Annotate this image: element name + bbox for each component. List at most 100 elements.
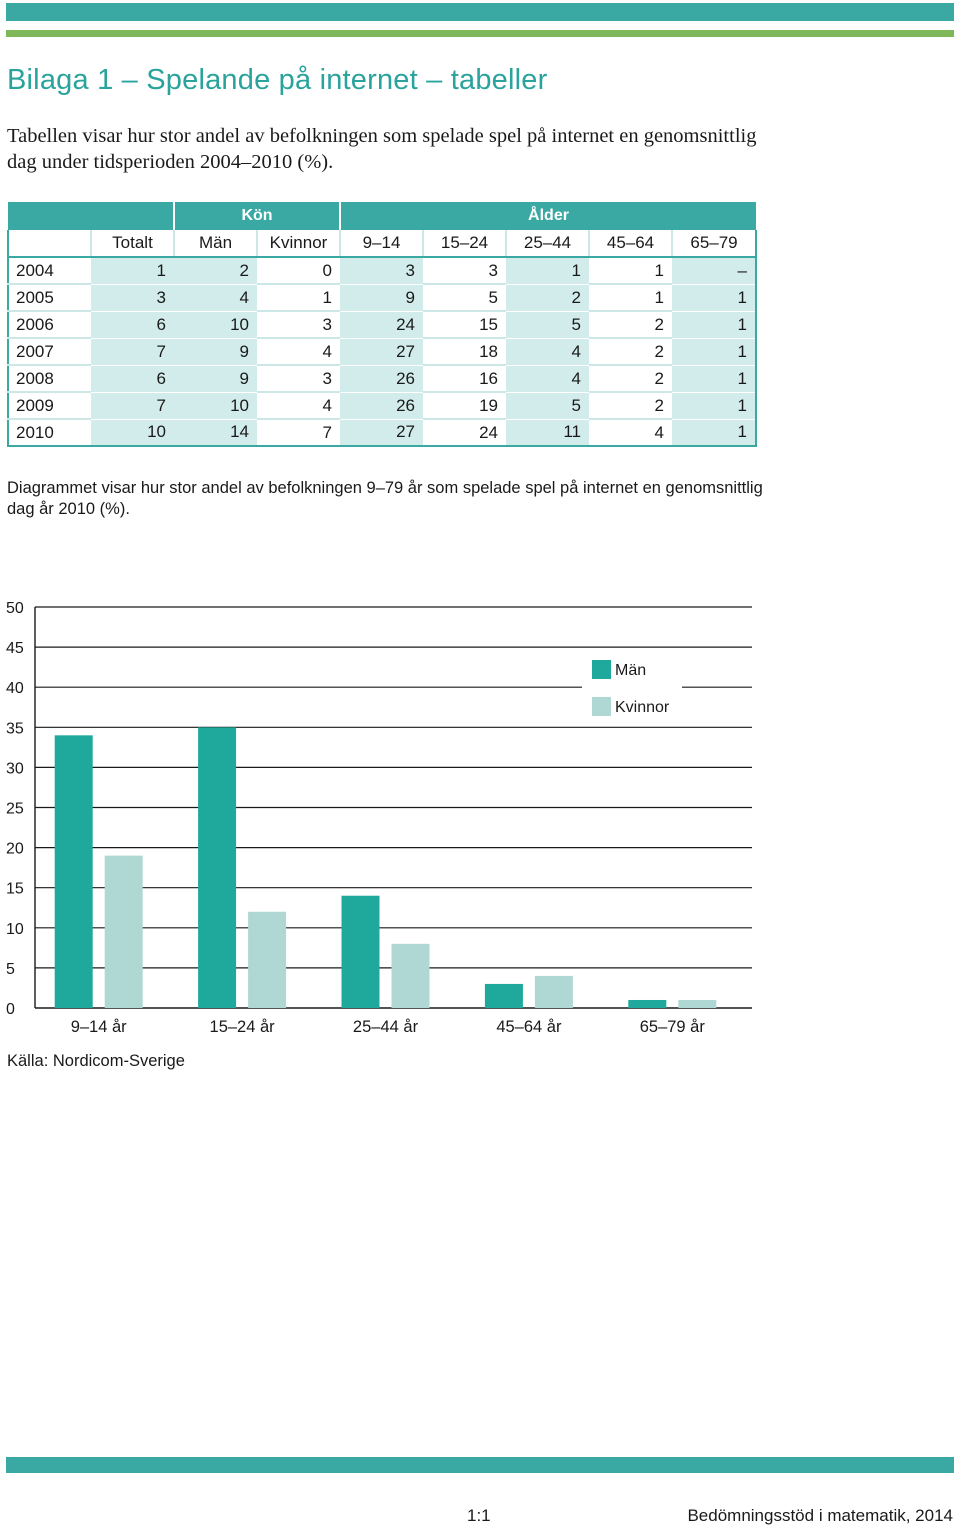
table-cell: 16 <box>423 365 506 393</box>
table-cell: 7 <box>257 419 340 447</box>
group-header-alder: Ålder <box>339 202 756 230</box>
table-row: 2007 7 9 4 27 18 4 2 1 <box>7 338 757 366</box>
y-tick-label: 30 <box>6 760 24 777</box>
column-header: 9–14 <box>339 230 423 258</box>
table-cell: 3 <box>257 311 340 339</box>
page-number: 1:1 <box>467 1506 491 1525</box>
row-year: 2005 <box>7 284 91 312</box>
table-cell: 2 <box>589 392 672 420</box>
column-header: 45–64 <box>588 230 672 258</box>
table-cell: 2 <box>589 365 672 393</box>
table-cell: 24 <box>423 419 506 447</box>
table-row: 2004 1 2 0 3 3 1 1– <box>7 257 757 285</box>
table-cell: 3 <box>257 365 340 393</box>
y-tick-label: 40 <box>6 680 24 697</box>
table-cell: 1 <box>91 257 174 285</box>
legend-swatch <box>592 660 611 679</box>
bottom-color-band <box>6 1457 954 1473</box>
data-table: Kön Ålder Totalt Män Kvinnor 9–14 15–24 … <box>7 202 757 447</box>
bar-kvinnor <box>534 975 573 1008</box>
table-cell: 1 <box>672 419 757 447</box>
y-tick-label: 10 <box>6 921 24 938</box>
column-header: 15–24 <box>422 230 506 258</box>
bar-man <box>484 983 523 1008</box>
table-cell: 4 <box>174 284 257 312</box>
table-cell: 1 <box>672 392 757 420</box>
table-cell: 1 <box>257 284 340 312</box>
table-cell: 0 <box>257 257 340 285</box>
table-cell: 1 <box>589 284 672 312</box>
table-cell: 2 <box>506 284 589 312</box>
bar-kvinnor <box>104 855 143 1008</box>
table-cell: 11 <box>506 419 589 447</box>
table-row: 2005 3 4 1 9 5 2 1 1 <box>7 284 757 312</box>
bar-kvinnor <box>391 943 430 1008</box>
bar-man <box>341 895 380 1008</box>
column-header: 65–79 <box>671 230 757 258</box>
table-column-header-row: Totalt Män Kvinnor 9–14 15–24 25–44 45–6… <box>7 230 757 258</box>
source-note: Källa: Nordicom-Sverige <box>7 1052 185 1070</box>
table-cell: 4 <box>506 365 589 393</box>
table-cell: 1 <box>589 257 672 285</box>
table-cell: 1 <box>672 284 757 312</box>
x-category-label: 25–44 år <box>353 1018 419 1036</box>
y-tick-label: 50 <box>6 600 24 617</box>
table-cell: 2 <box>589 311 672 339</box>
table-cell: 19 <box>423 392 506 420</box>
column-header: Män <box>173 230 257 258</box>
table-cell: 6 <box>91 311 174 339</box>
column-header: Kvinnor <box>256 230 340 258</box>
chart-y-tick-labels: 0 5 10 15 20 25 30 35 40 45 50 <box>6 600 24 1018</box>
table-group-header-row: Kön Ålder <box>8 202 756 230</box>
table-cell: 2 <box>589 338 672 366</box>
table-cell: 27 <box>340 419 423 447</box>
bar-kvinnor <box>248 911 287 1008</box>
table-cell: 6 <box>91 365 174 393</box>
bar-man <box>54 735 93 1008</box>
chart-description: Diagrammet visar hur stor andel av befol… <box>7 479 763 518</box>
table-row: 2009 7 10 4 26 19 5 2 1 <box>7 392 757 420</box>
footer-title: Bedömningsstöd i matematik, 2014 <box>687 1506 953 1525</box>
bar-chart: 0 5 10 15 20 25 30 35 40 45 50 9–14 år 15–24 år 25–4… <box>6 600 752 1036</box>
y-tick-label: 20 <box>6 841 24 858</box>
column-header: Totalt <box>90 230 174 258</box>
y-tick-label: 5 <box>6 961 15 978</box>
page-title: Bilaga 1 – Spelande på internet – tabell… <box>7 64 548 96</box>
table-cell: 14 <box>174 419 257 447</box>
chart-grid <box>34 606 752 1009</box>
table-cell: 3 <box>423 257 506 285</box>
table-cell: 1 <box>672 338 757 366</box>
table-cell: 7 <box>91 338 174 366</box>
group-header-kon: Kön <box>173 202 340 230</box>
bar-kvinnor <box>678 999 717 1008</box>
table-cell: 5 <box>506 311 589 339</box>
table-cell: 26 <box>340 365 423 393</box>
table-cell: 9 <box>174 338 257 366</box>
row-year: 2010 <box>7 419 91 447</box>
bar-man <box>628 999 667 1008</box>
table-row: 2006 6 10 3 24 15 5 2 1 <box>7 311 757 339</box>
bar-man <box>198 727 237 1008</box>
column-header: 25–44 <box>505 230 589 258</box>
table-cell: 10 <box>91 419 174 447</box>
row-year: 2008 <box>7 365 91 393</box>
table-cell: 10 <box>174 392 257 420</box>
chart-legend: Män Kvinnor <box>592 660 670 716</box>
table-row: 2008 6 9 3 26 16 4 2 1 <box>7 365 757 393</box>
table-cell: 18 <box>423 338 506 366</box>
table-cell: 24 <box>340 311 423 339</box>
table-intro-text: Tabellen visar hur stor andel av befolkn… <box>7 125 757 173</box>
table-cell: 2 <box>174 257 257 285</box>
legend-swatch <box>592 697 611 716</box>
column-header-year <box>7 230 91 258</box>
table-cell: 4 <box>257 392 340 420</box>
table-cell: 5 <box>506 392 589 420</box>
x-category-label: 45–64 år <box>496 1018 562 1036</box>
row-year: 2006 <box>7 311 91 339</box>
x-category-label: 65–79 år <box>640 1018 706 1036</box>
y-tick-label: 45 <box>6 640 24 657</box>
legend-label: Kvinnor <box>615 699 670 716</box>
row-year: 2007 <box>7 338 91 366</box>
y-tick-label: 35 <box>6 720 24 737</box>
table-cell: 4 <box>589 419 672 447</box>
